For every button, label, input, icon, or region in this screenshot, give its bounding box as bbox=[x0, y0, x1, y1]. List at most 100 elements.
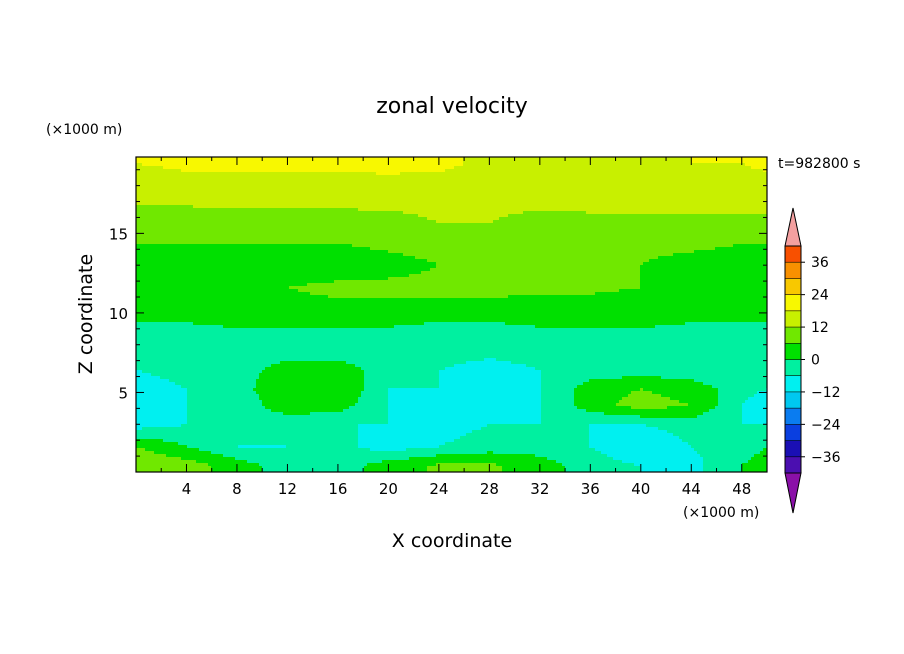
contour-cell bbox=[205, 214, 209, 218]
contour-cell bbox=[388, 157, 392, 161]
contour-cell bbox=[754, 157, 758, 161]
contour-cell bbox=[364, 190, 368, 194]
contour-cell bbox=[355, 160, 359, 164]
contour-cell bbox=[370, 193, 374, 197]
contour-cell bbox=[376, 196, 380, 200]
contour-cell bbox=[337, 196, 341, 200]
contour-cell bbox=[580, 208, 584, 212]
contour-cell bbox=[475, 196, 479, 200]
contour-cell bbox=[436, 175, 440, 179]
contour-cell bbox=[157, 184, 161, 188]
contour-cell bbox=[349, 190, 353, 194]
contour-cell bbox=[466, 166, 470, 170]
contour-cell bbox=[643, 178, 647, 182]
contour-cell bbox=[136, 214, 140, 218]
contour-cell bbox=[139, 178, 143, 182]
contour-cell bbox=[643, 199, 647, 203]
contour-cell bbox=[166, 181, 170, 185]
contour-cell bbox=[391, 160, 395, 164]
contour-cell bbox=[244, 178, 248, 182]
contour-cell bbox=[475, 163, 479, 167]
contour-cell bbox=[340, 196, 344, 200]
contour-cell bbox=[250, 172, 254, 176]
contour-cell bbox=[547, 166, 551, 170]
contour-cell bbox=[730, 166, 734, 170]
contour-cell bbox=[418, 181, 422, 185]
contour-cell bbox=[169, 184, 173, 188]
contour-cell bbox=[193, 166, 197, 170]
contour-cell bbox=[754, 193, 758, 197]
contour-cell bbox=[709, 166, 713, 170]
contour-cell bbox=[541, 196, 545, 200]
contour-cell bbox=[280, 199, 284, 203]
contour-cell bbox=[238, 211, 242, 215]
contour-cell bbox=[313, 175, 317, 179]
contour-cell bbox=[700, 190, 704, 194]
contour-cell bbox=[331, 187, 335, 191]
contour-cell bbox=[442, 178, 446, 182]
contour-cell bbox=[487, 199, 491, 203]
contour-cell bbox=[403, 172, 407, 176]
contour-cell bbox=[196, 187, 200, 191]
contour-cell bbox=[631, 202, 635, 206]
contour-cell bbox=[700, 166, 704, 170]
contour-cell bbox=[490, 193, 494, 197]
contour-cell bbox=[175, 187, 179, 191]
contour-cell bbox=[139, 199, 143, 203]
contour-cell bbox=[205, 163, 209, 167]
contour-cell bbox=[760, 205, 764, 209]
contour-cell bbox=[154, 160, 158, 164]
contour-cell bbox=[625, 163, 629, 167]
contour-cell bbox=[610, 187, 614, 191]
contour-cell bbox=[235, 208, 239, 212]
contour-cell bbox=[340, 193, 344, 197]
contour-cell bbox=[502, 202, 506, 206]
contour-cell bbox=[382, 214, 386, 218]
contour-cell bbox=[160, 196, 164, 200]
contour-cell bbox=[748, 190, 752, 194]
contour-cell bbox=[571, 166, 575, 170]
contour-cell bbox=[226, 175, 230, 179]
contour-cell bbox=[418, 199, 422, 203]
contour-cell bbox=[757, 199, 761, 203]
contour-cell bbox=[679, 172, 683, 176]
contour-cell bbox=[154, 184, 158, 188]
contour-cell bbox=[166, 160, 170, 164]
contour-cell bbox=[478, 175, 482, 179]
contour-cell bbox=[295, 166, 299, 170]
contour-cell bbox=[139, 187, 143, 191]
contour-cell bbox=[490, 181, 494, 185]
contour-cell bbox=[616, 205, 620, 209]
contour-cell bbox=[142, 199, 146, 203]
contour-cell bbox=[241, 160, 245, 164]
contour-cell bbox=[673, 193, 677, 197]
contour-cell bbox=[658, 178, 662, 182]
contour-cell bbox=[448, 169, 452, 173]
contour-cell bbox=[685, 166, 689, 170]
contour-cell bbox=[493, 178, 497, 182]
contour-cell bbox=[460, 199, 464, 203]
contour-cell bbox=[571, 181, 575, 185]
contour-cell bbox=[553, 199, 557, 203]
contour-cell bbox=[682, 214, 686, 218]
contour-cell bbox=[529, 190, 533, 194]
contour-cell bbox=[415, 166, 419, 170]
contour-cell bbox=[649, 190, 653, 194]
contour-cell bbox=[505, 160, 509, 164]
contour-cell bbox=[301, 199, 305, 203]
contour-cell bbox=[232, 199, 236, 203]
contour-cell bbox=[595, 190, 599, 194]
contour-cell bbox=[286, 187, 290, 191]
contour-cell bbox=[478, 187, 482, 191]
contour-cell bbox=[334, 187, 338, 191]
contour-cell bbox=[301, 211, 305, 215]
contour-cell bbox=[343, 163, 347, 167]
contour-cell bbox=[655, 181, 659, 185]
contour-cell bbox=[310, 178, 314, 182]
contour-cell bbox=[265, 214, 269, 218]
contour-cell bbox=[166, 214, 170, 218]
contour-cell bbox=[523, 178, 527, 182]
contour-cell bbox=[331, 214, 335, 218]
contour-cell bbox=[235, 190, 239, 194]
contour-cell bbox=[568, 169, 572, 173]
